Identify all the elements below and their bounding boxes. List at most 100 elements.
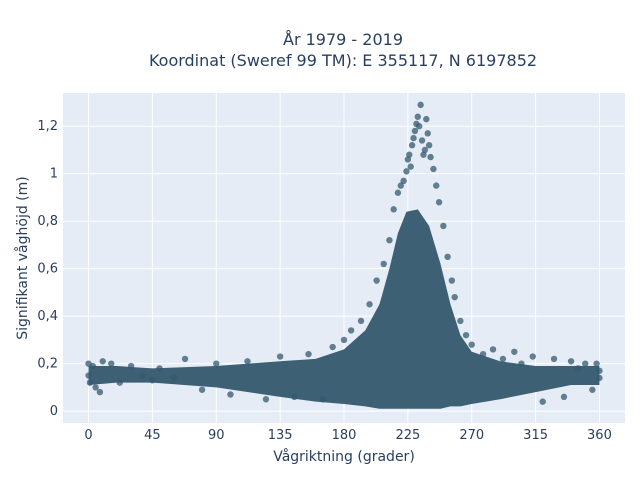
scatter-point [593,360,600,367]
scatter-point [457,317,464,325]
scatter-point [448,277,456,284]
scatter-point [529,353,536,360]
scatter-point [499,355,507,363]
scatter-point [373,277,380,284]
scatter-point [582,360,589,367]
scatter-point [451,293,458,301]
scatter-point [403,168,410,175]
scatter-point [444,253,451,261]
scatter-point [589,386,596,393]
y-tick-label: 0,4 [37,309,58,324]
scatter-point [86,379,94,386]
scatter-point [198,386,206,393]
scatter-point [305,350,312,358]
scatter-point [156,365,163,372]
scatter-point [416,123,423,130]
scatter-point [400,177,407,185]
scatter-point [433,182,440,189]
scatter-point [227,391,234,398]
points-layer [85,101,603,405]
scatter-point [96,388,104,396]
y-axis-title: Signifikant våghöjd (m) [14,176,31,339]
scatter-point [574,365,582,372]
scatter-point [462,331,470,339]
scatter-point [567,358,575,365]
x-tick-label: 225 [395,428,420,443]
scatter-point [411,127,419,135]
y-tick-label: 0,6 [37,262,58,277]
scatter-point [596,367,603,374]
scatter-point [435,199,443,206]
scatter-point [390,206,397,213]
scatter-point [596,374,603,382]
y-tick-label: 1,2 [37,119,58,134]
scatter-point [539,398,546,405]
x-tick-label: 0 [84,428,92,443]
scatter-point [425,142,433,149]
scatter-point [468,341,475,348]
scatter-point [89,362,97,370]
x-tick-labels: 0 45 90 135 180 225 270 315 360 [84,428,611,443]
chart-title-line1: År 1979 - 2019 [283,30,403,49]
scatter-point [421,146,429,154]
chart-title-line2: Koordinat (Sweref 99 TM): E 355117, N 61… [149,51,537,70]
scatter-point [139,372,146,379]
scatter-point [149,377,156,384]
x-tick-label: 45 [144,428,161,443]
x-tick-label: 360 [587,428,612,443]
scatter-point [518,360,525,367]
density-band-layer [88,209,600,409]
scatter-point [92,384,99,391]
x-tick-label: 180 [332,428,357,443]
scatter-point [430,165,437,173]
scatter-point [108,360,115,367]
scatter-point [511,348,518,355]
scatter-point [340,336,348,344]
scatter-point [550,355,558,363]
scatter-point [410,134,417,142]
y-tick-label: 0,2 [37,357,58,372]
scatter-point [394,189,402,196]
scatter-point [319,396,326,403]
scatter-point [170,374,177,382]
scatter-point [181,355,189,363]
scatter-point [407,163,414,170]
scatter-point [397,182,404,189]
x-axis-title: Vågriktning (grader) [273,448,415,465]
scatter-point [406,151,413,158]
scatter-point [489,346,497,353]
y-tick-label: 1 [50,167,58,182]
scatter-point [329,343,336,351]
scatter-point [380,260,387,268]
y-tick-label: 0,8 [37,214,58,229]
scatter-point [440,222,447,230]
scatter-point [85,372,92,379]
scatter-point [262,396,270,403]
y-tick-labels: 0 0,2 0,4 0,6 0,8 1 1,2 [37,119,58,419]
scatter-point [366,301,373,308]
scatter-point [423,115,430,123]
scatter-point [276,353,284,360]
scatter-point [408,142,416,149]
x-tick-label: 315 [523,428,548,443]
scatter-point [386,236,393,244]
scatter-point [414,113,421,120]
scatter-point [418,137,426,144]
scatter-point [479,350,487,358]
x-tick-label: 135 [268,428,293,443]
scatter-point [424,130,431,137]
scatter-point [244,358,251,365]
scatter-point [213,360,220,367]
scatter-point [427,153,434,161]
y-tick-label: 0 [50,404,58,419]
scatter-point [116,379,123,386]
scatter-point [291,393,298,401]
dense-scatter-band [88,209,600,409]
scatter-point [357,317,365,325]
scatter-point [99,358,106,365]
scatter-point [417,101,424,109]
scatter-point [127,362,135,370]
x-tick-label: 90 [208,428,225,443]
